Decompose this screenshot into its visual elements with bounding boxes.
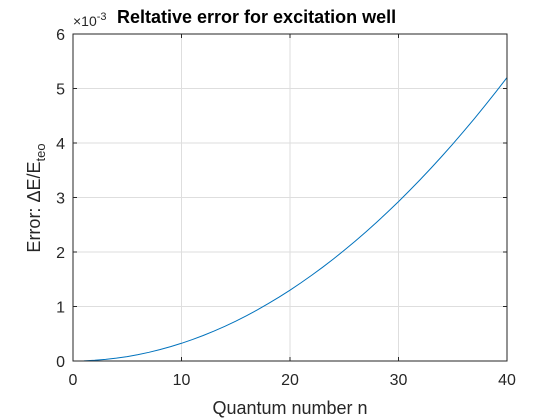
x-tick-label: 0 [69, 372, 78, 389]
series-line [83, 77, 508, 362]
x-tick-label: 10 [173, 372, 191, 389]
y-tick-label: 1 [56, 300, 65, 317]
axes-box [72, 33, 508, 362]
x-axis-label: Quantum number n [212, 398, 367, 418]
x-tick-labels: 0 10 20 30 40 [69, 372, 516, 389]
x-tick-label: 30 [390, 372, 408, 389]
y-tick-label: 3 [56, 191, 65, 208]
y-tick-label: 6 [56, 27, 65, 44]
x-tick-label: 20 [281, 372, 299, 389]
chart-title: Reltative error for excitation well [117, 7, 396, 27]
y-multiplier: ×10-3 [73, 11, 107, 29]
y-tick-labels: 0 1 2 3 4 5 6 [56, 27, 65, 371]
y-tick-label: 4 [56, 136, 65, 153]
x-tick-label: 40 [498, 372, 516, 389]
y-axis-label: Error: ΔE/Eteo [24, 143, 48, 252]
y-tick-label: 2 [56, 245, 65, 262]
grid-lines [73, 34, 507, 361]
y-tick-label: 5 [56, 82, 65, 99]
y-tick-label: 0 [56, 354, 65, 371]
